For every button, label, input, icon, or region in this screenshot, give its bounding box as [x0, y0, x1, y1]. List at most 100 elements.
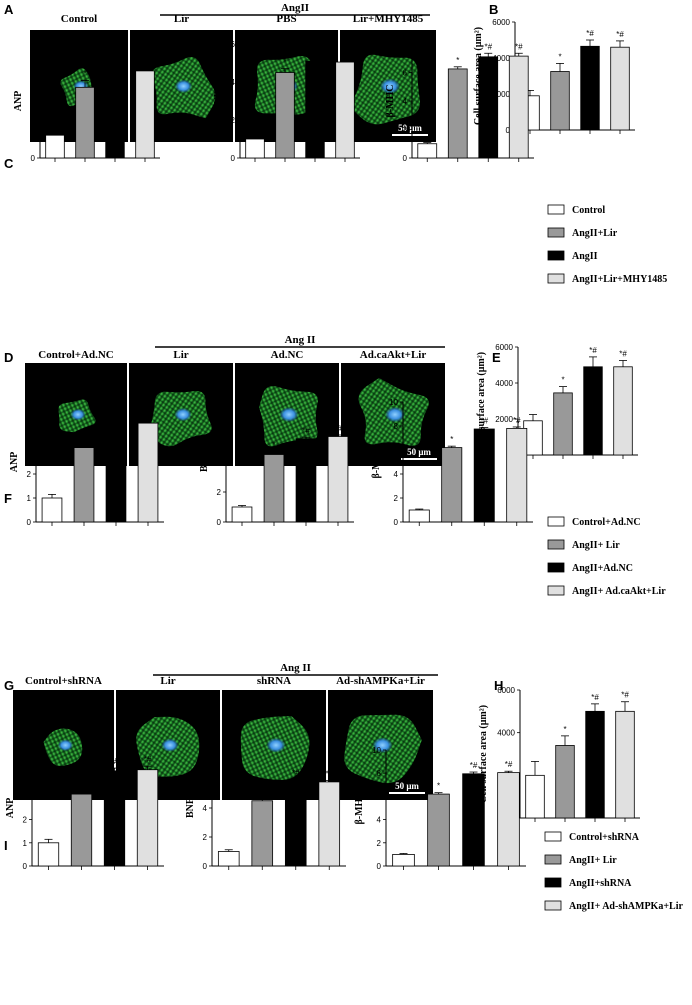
legend-entry: AngII+Ad.NC: [572, 563, 633, 574]
significance-label: *#: [141, 54, 149, 63]
y-axis-label: β-MHC: [371, 445, 382, 478]
y-tick-label: 1: [23, 839, 28, 848]
legend-entry: Control+shRNA: [569, 832, 640, 843]
y-tick-label: 6: [203, 775, 208, 784]
bar: [610, 46, 630, 131]
panel-label-H: H: [494, 678, 503, 693]
section-D-F: D Ang II Control+Ad.NC Lir Ad.NC Ad.caAkt+Lir…: [4, 334, 666, 597]
legend-entry: AngII+ Lir: [572, 540, 620, 551]
y-tick-label: 4000: [492, 54, 510, 63]
legend-swatch: [547, 204, 565, 215]
y-axis-label: β-MHC: [385, 84, 396, 117]
bar-chart-C-1: 0 2 4 6 BNP * *# *#: [213, 40, 360, 163]
bar: [508, 55, 529, 159]
bar: [37, 842, 60, 867]
bar: [335, 61, 355, 159]
micrograph-4: [340, 30, 436, 142]
y-tick-label: 5: [31, 40, 36, 49]
y-tick-label: 4: [377, 816, 382, 825]
significance-label: *: [456, 56, 459, 65]
bar: [105, 71, 125, 159]
scale-bar-label: 50 μm: [395, 781, 419, 791]
legend-swatch: [547, 562, 565, 573]
y-tick-label: 0: [31, 154, 36, 163]
significance-label: *#: [621, 691, 629, 700]
significance-label: *: [82, 428, 85, 437]
micrograph-label: Control+Ad.NC: [38, 349, 113, 361]
y-tick-label: 5: [23, 746, 28, 755]
y-tick-label: 8: [377, 769, 382, 778]
bar-chart-I-1: 0 2 4 6 8 BNP * *# *#: [185, 746, 346, 871]
micrograph-label: Control+shRNA: [25, 675, 102, 687]
y-tick-label: 4: [23, 769, 28, 778]
bar: [525, 774, 545, 819]
legend-entry: Control: [572, 205, 605, 216]
bar: [555, 745, 575, 819]
significance-label: *: [563, 725, 566, 734]
y-tick-label: 3: [27, 446, 32, 455]
legend-swatch: [547, 273, 565, 284]
y-tick-label: 6: [377, 792, 382, 801]
y-tick-label: 6000: [495, 343, 513, 352]
bar-chart-C-2: 0 2 4 6 8 β-MHC * *# *#: [385, 40, 534, 163]
bar: [70, 793, 93, 867]
significance-label: *#: [616, 30, 624, 39]
y-tick-label: 4: [394, 470, 399, 479]
bar: [497, 772, 520, 867]
y-tick-label: 8: [203, 746, 208, 755]
significance-label: *#: [325, 769, 333, 778]
legend-entry: AngII+ Ad.caAkt+Lir: [572, 586, 666, 597]
bar: [550, 71, 570, 131]
y-tick-label: 2: [31, 108, 36, 117]
y-axis-label: BNP: [185, 798, 196, 818]
significance-label: *#: [144, 410, 152, 419]
y-tick-label: 6000: [492, 18, 510, 27]
y-tick-label: 2: [27, 470, 32, 479]
y-tick-label: 6: [217, 428, 222, 437]
significance-label: *: [261, 788, 264, 797]
y-tick-label: 1: [27, 494, 32, 503]
significance-label: *: [450, 435, 453, 444]
significance-label: *#: [513, 416, 521, 425]
bar: [613, 366, 633, 456]
bar: [580, 45, 600, 131]
micrograph-label: Control: [61, 13, 97, 25]
legend-entry: AngII+ Lir: [569, 855, 617, 866]
panel-label-I: I: [4, 838, 8, 853]
bar: [462, 773, 485, 867]
legend-entry: AngII+ Ad-shAMPKa+Lir: [569, 901, 683, 912]
panel-label-B: B: [489, 2, 498, 17]
bar-chart-F-2: 0 2 4 6 8 10 β-MHC * *# *#: [371, 398, 533, 527]
significance-label: *#: [484, 42, 492, 51]
y-tick-label: 2: [231, 116, 236, 125]
panel-label-E: E: [492, 350, 501, 365]
legend-swatch: [547, 250, 565, 261]
legend-swatch: [544, 900, 562, 911]
significance-label: *#: [505, 760, 513, 769]
group-label: Ang II: [280, 662, 311, 674]
y-tick-label: 4: [217, 458, 222, 467]
y-tick-label: 0: [403, 154, 408, 163]
significance-label: *#: [586, 29, 594, 38]
significance-label: *#: [589, 346, 597, 355]
legend-entry: AngII+Lir: [572, 228, 618, 239]
y-tick-label: 0: [506, 126, 511, 135]
panel-label-A: A: [4, 2, 14, 17]
legend: Control AngII+Lir AngII AngII+Lir+MHY1485: [547, 204, 667, 285]
bar: [217, 851, 240, 867]
bar: [392, 854, 415, 867]
bar: [473, 428, 495, 523]
micrograph-label: PBS: [276, 13, 296, 25]
y-tick-label: 0: [377, 862, 382, 871]
significance-label: *: [558, 52, 561, 61]
y-tick-label: 2: [203, 833, 208, 842]
y-tick-label: 4: [403, 97, 408, 106]
significance-label: *: [561, 376, 564, 385]
legend-swatch: [544, 831, 562, 842]
bar: [506, 427, 528, 523]
y-axis-label: Cell surface area (μm²): [478, 705, 489, 803]
panel-label-G: G: [4, 678, 14, 693]
bar-chart-F-0: 0 1 2 3 4 5 ANP * *# *#: [9, 398, 164, 527]
y-tick-label: 4: [27, 422, 32, 431]
legend: Control+shRNA AngII+ Lir AngII+shRNA AngII+…: [544, 831, 683, 912]
